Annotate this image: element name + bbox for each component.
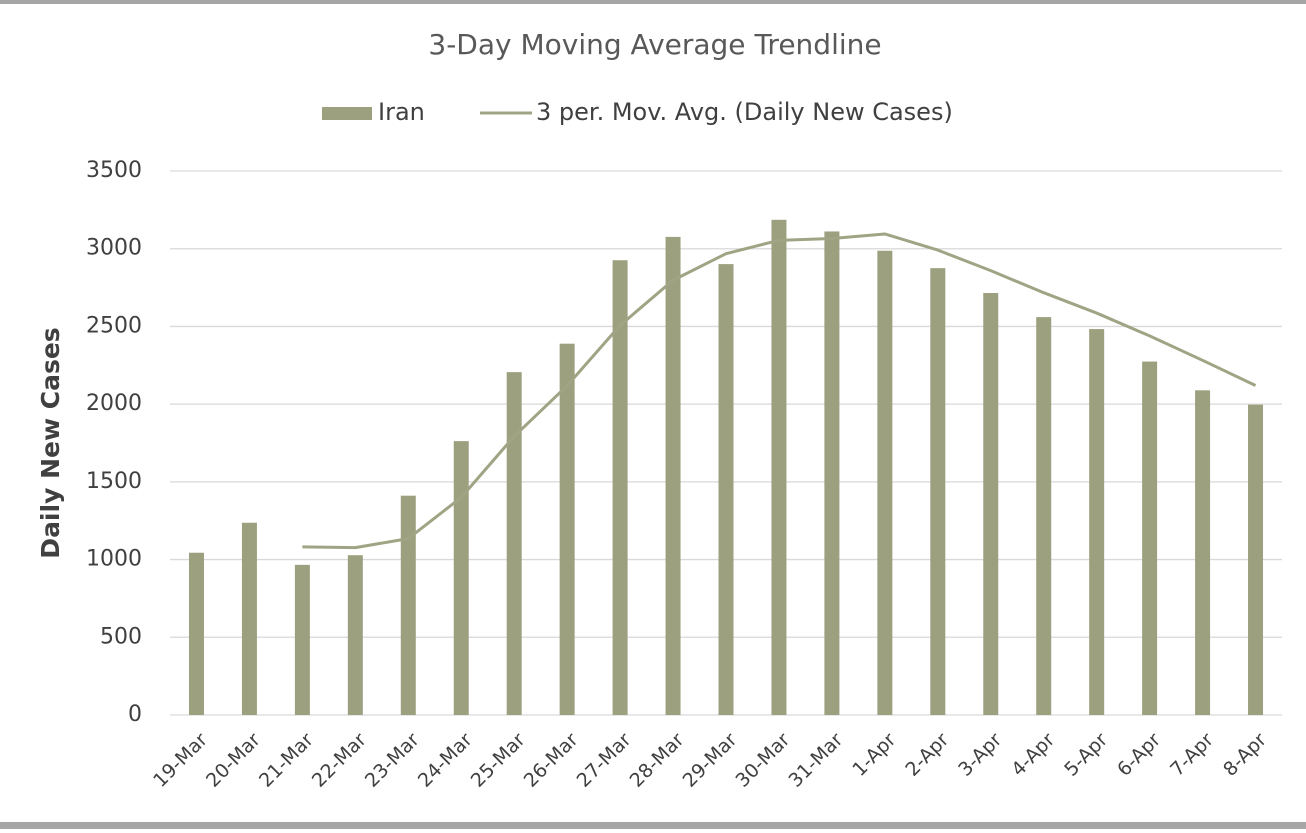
bar [930, 268, 946, 715]
x-tick-label: 27-Mar [573, 729, 636, 792]
y-tick-label: 3500 [86, 158, 142, 183]
bar [665, 236, 681, 715]
bar [506, 372, 522, 715]
bar [771, 219, 787, 715]
x-tick-label: 25-Mar [467, 729, 530, 792]
bar [188, 552, 204, 715]
bar [241, 522, 257, 715]
frame-top [0, 0, 1306, 4]
x-tick-label: 22-Mar [308, 729, 371, 792]
x-tick-label: 4-Apr [1007, 729, 1059, 781]
x-tick-label: 20-Mar [202, 729, 265, 792]
x-tick-label: 2-Apr [901, 729, 953, 781]
bar [1248, 404, 1264, 715]
x-tick-label: 23-Mar [361, 729, 424, 792]
bar [612, 260, 628, 715]
legend-swatch [322, 107, 372, 120]
bar [1142, 361, 1158, 715]
x-tick-label: 6-Apr [1113, 729, 1165, 781]
y-tick-label: 1500 [86, 469, 142, 494]
bar [824, 231, 840, 715]
x-tick-label: 29-Mar [679, 729, 742, 792]
y-tick-label: 1000 [86, 547, 142, 572]
x-tick-label: 26-Mar [520, 729, 583, 792]
frame-bottom [0, 822, 1306, 829]
y-axis-label: Daily New Cases [36, 327, 65, 558]
x-tick-label: 8-Apr [1219, 729, 1271, 781]
legend-label: Iran [378, 98, 425, 126]
bar [400, 495, 416, 715]
x-tick-label: 7-Apr [1166, 729, 1218, 781]
x-tick-label: 30-Mar [732, 729, 795, 792]
x-tick-label: 21-Mar [255, 729, 318, 792]
bar [453, 441, 469, 715]
bar [983, 293, 999, 715]
chart-title: 3-Day Moving Average Trendline [428, 28, 881, 61]
bar [347, 555, 363, 715]
bar [718, 264, 734, 715]
x-tick-label: 19-Mar [149, 729, 212, 792]
y-tick-label: 2500 [86, 313, 142, 338]
bar [559, 343, 575, 715]
y-tick-label: 0 [128, 702, 142, 727]
x-tick-label: 1-Apr [848, 729, 900, 781]
y-tick-label: 500 [100, 624, 142, 649]
legend-label: 3 per. Mov. Avg. (Daily New Cases) [536, 98, 953, 126]
x-tick-label: 5-Apr [1060, 729, 1112, 781]
y-tick-label: 3000 [86, 236, 142, 261]
x-tick-label: 24-Mar [414, 729, 477, 792]
bar [877, 250, 893, 715]
y-tick-label: 2000 [86, 391, 142, 416]
moving-average-line [302, 232, 1257, 550]
bar [1089, 329, 1105, 715]
x-tick-label: 28-Mar [626, 729, 689, 792]
bar [294, 564, 310, 715]
x-tick-label: 31-Mar [784, 729, 847, 792]
bar [1195, 390, 1211, 715]
bar [1036, 317, 1052, 715]
x-tick-label: 3-Apr [954, 729, 1006, 781]
